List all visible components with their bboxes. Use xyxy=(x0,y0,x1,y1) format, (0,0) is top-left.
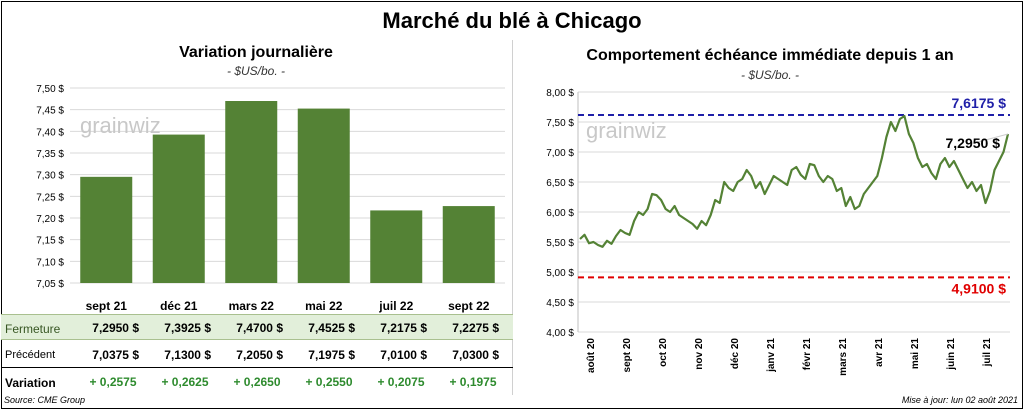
x-tick-label: févr 21 xyxy=(802,338,813,371)
line-chart: 4,00 $ 4,50 $ 5,00 $ 5,50 $ 6,00 $ 6,50 $ 7,00… xyxy=(546,88,1010,376)
y-tick-label: 7,45 $ xyxy=(36,106,64,117)
table-cell: 7,0100 $ xyxy=(380,348,427,362)
table-cell: 7,3925 $ xyxy=(164,321,211,335)
right-panel-title: Comportement échéance immédiate depuis 1… xyxy=(586,47,954,64)
series-line xyxy=(579,114,1010,248)
table-cell: 7,0375 $ xyxy=(92,348,139,362)
table-cell: 7,4700 $ xyxy=(236,321,283,335)
left-panel-title: Variation journalière xyxy=(179,44,333,61)
main-title: Marché du blé à Chicago xyxy=(382,8,642,33)
y-tick-label: 6,00 $ xyxy=(546,208,574,219)
x-tick-label: sept 20 xyxy=(622,338,633,373)
bar xyxy=(80,176,133,283)
y-tick-label: 7,35 $ xyxy=(36,149,64,160)
panel-divider xyxy=(512,40,513,395)
table-cell: 7,1300 $ xyxy=(164,348,211,362)
table-cell: 7,2275 $ xyxy=(452,321,499,335)
bar xyxy=(152,134,205,283)
x-tick-label: juin 21 xyxy=(946,338,957,371)
x-tick-label: janv 21 xyxy=(766,338,777,373)
table-row-precedent: Précédent 7,0375 $ 7,1300 $ 7,2050 $ 7,1… xyxy=(1,342,513,368)
row-label: Précédent xyxy=(5,349,56,361)
x-tick-label: sept 21 xyxy=(86,299,128,313)
x-tick-label: déc 21 xyxy=(160,299,198,313)
table-cell: + 0,1975 xyxy=(449,375,497,389)
update-note: Mise à jour: lun 02 août 2021 xyxy=(901,395,1018,405)
right-panel-subtitle: - $US/bo. - xyxy=(740,68,800,82)
y-tick-label: 6,50 $ xyxy=(546,178,574,189)
y-tick-label: 7,20 $ xyxy=(36,214,64,225)
table-cell: 7,0300 $ xyxy=(452,348,499,362)
y-tick-label: 7,50 $ xyxy=(546,118,574,129)
source-note: Source: CME Group xyxy=(4,395,86,405)
y-tick-label: 4,50 $ xyxy=(546,298,574,309)
table-cell: + 0,2075 xyxy=(377,375,425,389)
x-tick-label: avr 21 xyxy=(874,338,885,367)
x-tick-label: mai 22 xyxy=(305,299,343,313)
watermark: grainwiz xyxy=(80,113,161,138)
row-label: Variation xyxy=(5,376,56,390)
y-tick-label: 4,00 $ xyxy=(546,328,574,339)
reference-label: 4,9100 $ xyxy=(952,280,1007,296)
y-tick-label: 7,10 $ xyxy=(36,257,64,268)
bar xyxy=(297,108,350,283)
x-tick-label: sept 22 xyxy=(448,299,490,313)
label-leader xyxy=(977,133,1009,143)
y-tick-label: 7,30 $ xyxy=(36,171,64,182)
y-tick-label: 5,50 $ xyxy=(546,238,574,249)
reference-label: 7,6175 $ xyxy=(952,95,1007,111)
x-tick-label: juil 22 xyxy=(378,299,413,313)
table-cell: 7,4525 $ xyxy=(308,321,355,335)
bar xyxy=(442,206,495,283)
table-row-variation: Variation + 0,2575 + 0,2625 + 0,2650 + 0… xyxy=(1,369,513,395)
x-tick-label: juil 21 xyxy=(982,338,993,368)
table-cell: + 0,2550 xyxy=(305,375,353,389)
y-tick-label: 5,00 $ xyxy=(546,268,574,279)
y-tick-label: 7,15 $ xyxy=(36,236,64,247)
y-tick-label: 7,50 $ xyxy=(36,84,64,95)
table-cell: + 0,2575 xyxy=(89,375,137,389)
last-value-label: 7,2950 $ xyxy=(946,135,1001,151)
x-tick-label: nov 20 xyxy=(694,338,705,370)
x-tick-label: mars 22 xyxy=(229,299,275,313)
y-tick-label: 7,05 $ xyxy=(36,279,64,290)
y-tick-label: 8,00 $ xyxy=(546,88,574,99)
table-row-fermeture: Fermeture 7,2950 $ 7,3925 $ 7,4700 $ 7,4… xyxy=(1,314,513,340)
table-cell: + 0,2650 xyxy=(233,375,281,389)
bar-chart: 7,05 $ 7,10 $ 7,15 $ 7,20 $ 7,25 $ 7,30 $ 7,35… xyxy=(36,84,505,313)
table-cell: 7,1975 $ xyxy=(308,348,355,362)
left-panel-subtitle: - $US/bo. - xyxy=(226,64,286,78)
table-cell: + 0,2625 xyxy=(161,375,209,389)
x-tick-label: mars 21 xyxy=(838,338,849,376)
row-label: Fermeture xyxy=(5,322,61,336)
y-tick-label: 7,25 $ xyxy=(36,192,64,203)
bar xyxy=(225,101,278,283)
y-tick-label: 7,40 $ xyxy=(36,127,64,138)
table-cell: 7,2050 $ xyxy=(236,348,283,362)
x-tick-label: déc 20 xyxy=(730,338,741,370)
x-tick-label: mai 21 xyxy=(910,338,921,370)
x-tick-label: août 20 xyxy=(586,338,597,373)
table-cell: 7,2175 $ xyxy=(380,321,427,335)
y-tick-label: 7,00 $ xyxy=(546,148,574,159)
table-cell: 7,2950 $ xyxy=(92,321,139,335)
bar xyxy=(370,210,423,283)
x-tick-label: oct 20 xyxy=(658,338,669,367)
watermark: grainwiz xyxy=(586,118,667,143)
